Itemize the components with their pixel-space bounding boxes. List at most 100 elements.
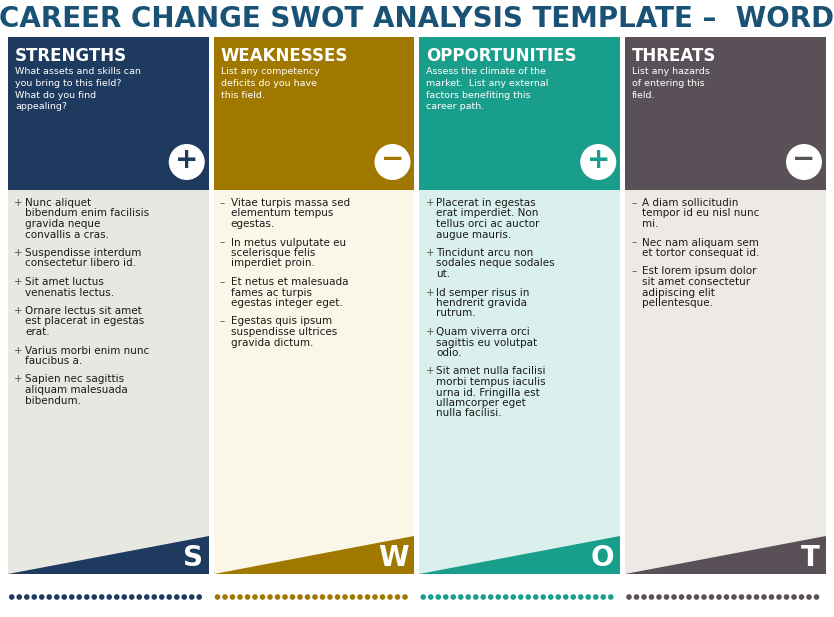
Text: +: + bbox=[14, 346, 23, 355]
Circle shape bbox=[488, 594, 494, 600]
Circle shape bbox=[282, 594, 288, 600]
Circle shape bbox=[525, 594, 531, 600]
Text: faucibus a.: faucibus a. bbox=[25, 356, 83, 366]
Circle shape bbox=[379, 594, 385, 600]
Circle shape bbox=[327, 594, 333, 600]
Text: augue mauris.: augue mauris. bbox=[436, 230, 512, 239]
Circle shape bbox=[47, 594, 52, 600]
Polygon shape bbox=[420, 536, 620, 574]
Text: +: + bbox=[14, 306, 23, 316]
Text: tellus orci ac auctor: tellus orci ac auctor bbox=[436, 219, 540, 229]
Circle shape bbox=[671, 594, 677, 600]
Circle shape bbox=[518, 594, 524, 600]
Text: Quam viverra orci: Quam viverra orci bbox=[436, 327, 530, 337]
Circle shape bbox=[540, 594, 546, 600]
Circle shape bbox=[152, 594, 157, 600]
Text: A diam sollicitudin: A diam sollicitudin bbox=[642, 198, 739, 208]
Circle shape bbox=[107, 594, 112, 600]
Text: egestas.: egestas. bbox=[231, 219, 275, 229]
Circle shape bbox=[252, 594, 258, 600]
Text: +: + bbox=[425, 366, 435, 376]
Circle shape bbox=[570, 594, 576, 600]
Circle shape bbox=[274, 594, 280, 600]
Circle shape bbox=[761, 594, 766, 600]
Circle shape bbox=[387, 594, 393, 600]
Text: In metus vulputate eu: In metus vulputate eu bbox=[231, 238, 346, 247]
Text: +: + bbox=[14, 277, 23, 287]
Circle shape bbox=[237, 594, 243, 600]
Circle shape bbox=[312, 594, 318, 600]
Text: –: – bbox=[631, 267, 636, 276]
Text: Suspendisse interdum: Suspendisse interdum bbox=[25, 248, 142, 258]
Circle shape bbox=[746, 594, 751, 600]
Text: erat imperdiet. Non: erat imperdiet. Non bbox=[436, 209, 539, 218]
Text: venenatis lectus.: venenatis lectus. bbox=[25, 288, 114, 297]
Circle shape bbox=[197, 594, 202, 600]
Circle shape bbox=[724, 594, 729, 600]
Text: Placerat in egestas: Placerat in egestas bbox=[436, 198, 536, 208]
Circle shape bbox=[664, 594, 670, 600]
Text: convallis a cras.: convallis a cras. bbox=[25, 230, 109, 239]
Circle shape bbox=[533, 594, 539, 600]
Circle shape bbox=[799, 594, 804, 600]
Circle shape bbox=[510, 594, 516, 600]
Circle shape bbox=[189, 594, 194, 600]
Text: rutrum.: rutrum. bbox=[436, 308, 476, 318]
Circle shape bbox=[122, 594, 127, 600]
Circle shape bbox=[593, 594, 599, 600]
Circle shape bbox=[443, 594, 449, 600]
Bar bbox=[8, 190, 208, 574]
Bar bbox=[420, 190, 620, 574]
Bar bbox=[214, 45, 414, 190]
Text: sodales neque sodales: sodales neque sodales bbox=[436, 259, 555, 268]
Text: STRENGTHS: STRENGTHS bbox=[15, 47, 127, 65]
Polygon shape bbox=[8, 536, 208, 574]
Text: bibendum.: bibendum. bbox=[25, 395, 81, 405]
Circle shape bbox=[731, 594, 736, 600]
Text: pellentesque.: pellentesque. bbox=[642, 298, 713, 308]
Circle shape bbox=[92, 594, 97, 600]
Circle shape bbox=[786, 144, 822, 180]
Text: Nec nam aliquam sem: Nec nam aliquam sem bbox=[642, 238, 759, 247]
Bar bbox=[420, 37, 620, 45]
Text: +: + bbox=[425, 198, 435, 208]
Text: est placerat in egestas: est placerat in egestas bbox=[25, 317, 144, 326]
Circle shape bbox=[450, 594, 456, 600]
Text: +: + bbox=[425, 288, 435, 297]
Circle shape bbox=[701, 594, 706, 600]
Circle shape bbox=[428, 594, 434, 600]
Text: egestas integer eget.: egestas integer eget. bbox=[231, 298, 343, 308]
Text: –: – bbox=[219, 277, 225, 287]
Circle shape bbox=[634, 594, 640, 600]
Text: +: + bbox=[14, 248, 23, 258]
Text: CAREER CHANGE SWOT ANALYSIS TEMPLATE –  WORD: CAREER CHANGE SWOT ANALYSIS TEMPLATE – W… bbox=[0, 5, 834, 33]
Text: aliquam malesuada: aliquam malesuada bbox=[25, 385, 128, 395]
Text: consectetur libero id.: consectetur libero id. bbox=[25, 259, 136, 268]
Circle shape bbox=[168, 144, 205, 180]
Bar bbox=[420, 45, 620, 190]
Circle shape bbox=[129, 594, 134, 600]
Circle shape bbox=[342, 594, 348, 600]
Text: Vitae turpis massa sed: Vitae turpis massa sed bbox=[231, 198, 350, 208]
Circle shape bbox=[259, 594, 265, 600]
Text: −: − bbox=[792, 145, 816, 173]
Circle shape bbox=[182, 594, 187, 600]
Text: W: W bbox=[378, 544, 409, 572]
Circle shape bbox=[32, 594, 37, 600]
Bar bbox=[626, 45, 826, 190]
Text: sit amet consectetur: sit amet consectetur bbox=[642, 277, 751, 287]
Text: urna id. Fringilla est: urna id. Fringilla est bbox=[436, 387, 540, 397]
Text: OPPORTUNITIES: OPPORTUNITIES bbox=[426, 47, 577, 65]
Circle shape bbox=[608, 594, 614, 600]
Text: et tortor consequat id.: et tortor consequat id. bbox=[642, 248, 760, 258]
Circle shape bbox=[473, 594, 479, 600]
Text: What assets and skills can
you bring to this field?
What do you find
appealing?: What assets and skills can you bring to … bbox=[15, 67, 141, 112]
Text: Id semper risus in: Id semper risus in bbox=[436, 288, 530, 297]
Text: Est lorem ipsum dolor: Est lorem ipsum dolor bbox=[642, 267, 756, 276]
Circle shape bbox=[334, 594, 340, 600]
Circle shape bbox=[297, 594, 303, 600]
Circle shape bbox=[402, 594, 408, 600]
Text: Nunc aliquet: Nunc aliquet bbox=[25, 198, 91, 208]
Circle shape bbox=[304, 594, 310, 600]
Bar bbox=[214, 190, 414, 574]
